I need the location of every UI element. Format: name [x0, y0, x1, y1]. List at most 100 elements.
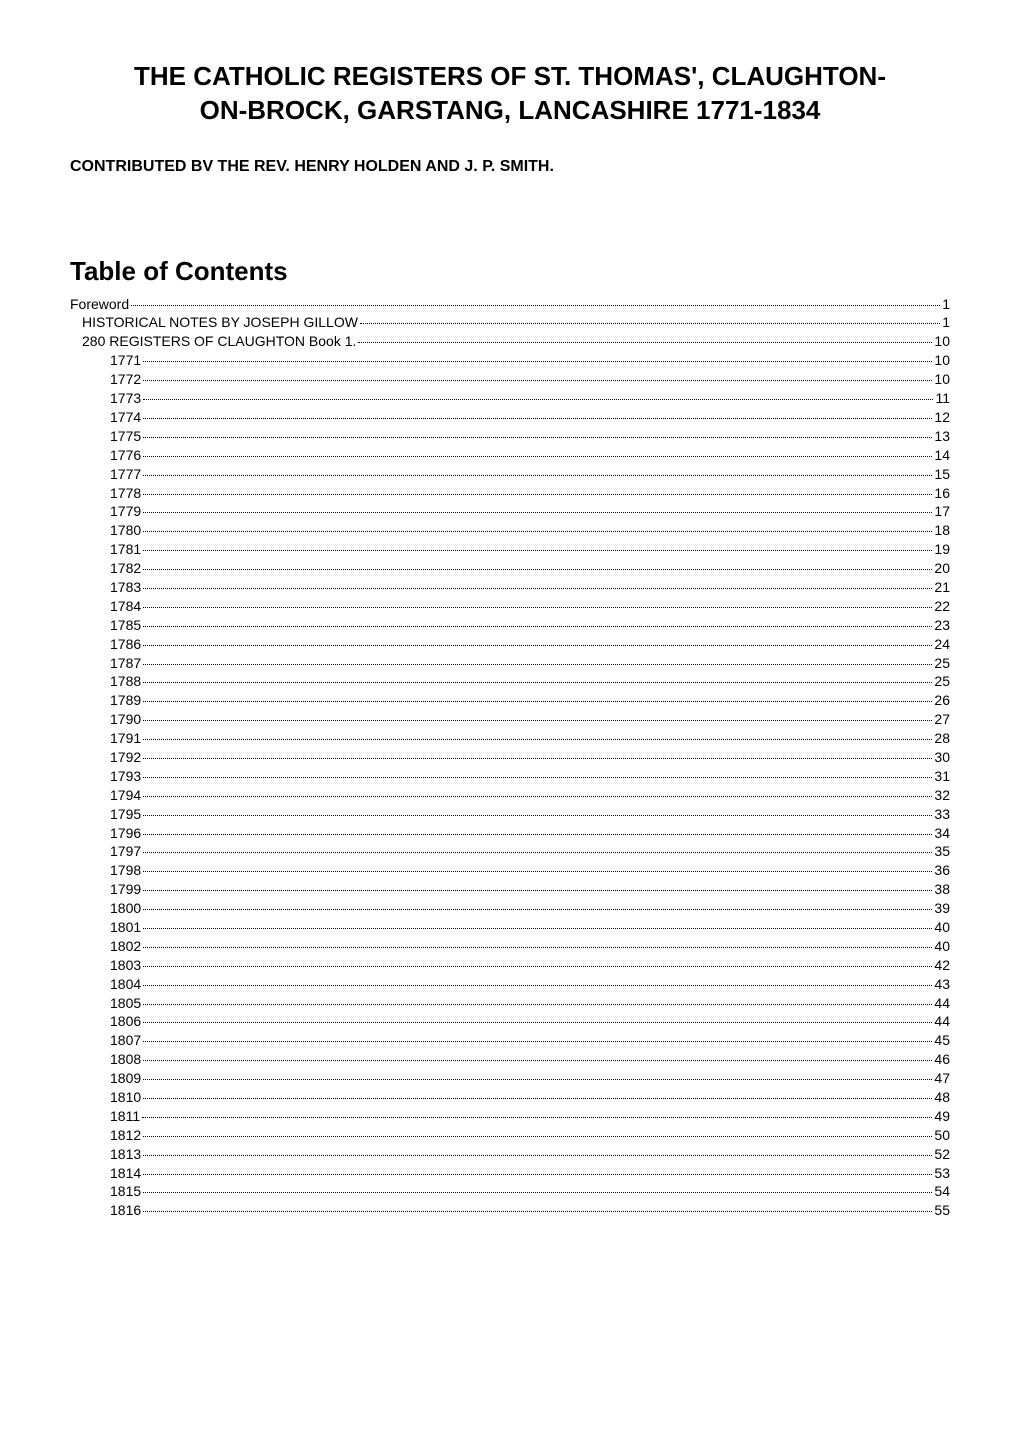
- toc-entry-page: 50: [934, 1126, 950, 1145]
- toc-entry-label: 1782: [110, 559, 141, 578]
- toc-dot-leader: [143, 871, 932, 872]
- toc-entry: 1786 24: [110, 635, 950, 654]
- toc-entry-label: 1797: [110, 842, 141, 861]
- toc-entry-page: 45: [934, 1031, 950, 1050]
- title-line-1: THE CATHOLIC REGISTERS OF ST. THOMAS', C…: [134, 61, 886, 91]
- toc-entry-label: 1777: [110, 465, 141, 484]
- toc-entry-label: 1783: [110, 578, 141, 597]
- toc-entry-label: 1785: [110, 616, 141, 635]
- toc-entry: 178422: [110, 597, 950, 616]
- toc-entry: 1776 14: [110, 446, 950, 465]
- toc-entry-page: 52: [934, 1145, 950, 1164]
- toc-dot-leader: [143, 1004, 932, 1005]
- toc-entry-label: 1786: [110, 635, 141, 654]
- toc-entry: 1811 49: [110, 1107, 950, 1126]
- toc-entry: 1808 46: [110, 1050, 950, 1069]
- toc-entry-label: HISTORICAL NOTES BY JOSEPH GILLOW: [82, 313, 358, 332]
- toc-entry-label: 1809: [110, 1069, 141, 1088]
- toc-entry: 178220: [110, 559, 950, 578]
- toc-entry-label: 1791: [110, 729, 141, 748]
- toc-entry-label: 1780: [110, 521, 141, 540]
- toc-dot-leader: [358, 342, 932, 343]
- toc-entry: 1799 38: [110, 880, 950, 899]
- title-line-2: ON-BROCK, GARSTANG, LANCASHIRE 1771-1834: [200, 95, 821, 125]
- toc-entry: 1791 28: [110, 729, 950, 748]
- toc-entry: 1788 25: [110, 672, 950, 691]
- toc-entry-label: 1793: [110, 767, 141, 786]
- toc-entry: 1773 11: [110, 389, 950, 408]
- toc-entry: 1803 42: [110, 956, 950, 975]
- toc-dot-leader: [143, 1155, 932, 1156]
- toc-entry-page: 53: [934, 1164, 950, 1183]
- toc-heading: Table of Contents: [70, 256, 950, 287]
- toc-entry: 1796 34: [110, 824, 950, 843]
- toc-entry-label: 1787: [110, 654, 141, 673]
- toc-dot-leader: [143, 739, 932, 740]
- toc-dot-leader: [143, 380, 932, 381]
- toc-dot-leader: [143, 361, 932, 362]
- toc-entry-page: 17: [934, 502, 950, 521]
- toc-entry-label: 1802: [110, 937, 141, 956]
- toc-entry-label: 1779: [110, 502, 141, 521]
- toc-entry: 1812 50: [110, 1126, 950, 1145]
- toc-entry-page: 24: [934, 635, 950, 654]
- toc-dot-leader: [143, 626, 932, 627]
- toc-entry-page: 15: [934, 465, 950, 484]
- toc-entry: 1809 47: [110, 1069, 950, 1088]
- toc-entry-page: 1: [942, 313, 950, 332]
- toc-entry: 1814 53: [110, 1164, 950, 1183]
- toc-entry-page: 12: [934, 408, 950, 427]
- toc-entry-label: 1799: [110, 880, 141, 899]
- toc-entry: HISTORICAL NOTES BY JOSEPH GILLOW 1: [82, 313, 950, 332]
- toc-dot-leader: [143, 1136, 932, 1137]
- toc-entry-page: 33: [934, 805, 950, 824]
- toc-entry: 1779 17: [110, 502, 950, 521]
- toc-entry-label: 1808: [110, 1050, 141, 1069]
- toc-entry-label: 1775: [110, 427, 141, 446]
- toc-dot-leader: [143, 947, 932, 948]
- toc-entry-label: 1813: [110, 1145, 141, 1164]
- toc-entry-page: 39: [934, 899, 950, 918]
- toc-dot-leader: [143, 815, 932, 816]
- toc-entry-page: 47: [934, 1069, 950, 1088]
- toc-entry: 1793 31: [110, 767, 950, 786]
- toc-entry-page: 10: [934, 332, 950, 351]
- toc-entry-page: 54: [934, 1182, 950, 1201]
- toc-entry: 1807 45: [110, 1031, 950, 1050]
- toc-dot-leader: [143, 399, 933, 400]
- toc-dot-leader: [143, 531, 932, 532]
- toc-entry: 1802 40: [110, 937, 950, 956]
- toc-entry-label: 1771: [110, 351, 141, 370]
- toc-entry-page: 25: [934, 672, 950, 691]
- toc-entry: 1775 13: [110, 427, 950, 446]
- toc-dot-leader: [143, 1022, 932, 1023]
- toc-entry-label: 1803: [110, 956, 141, 975]
- toc-dot-leader: [143, 852, 932, 853]
- toc-entry: 1792 30: [110, 748, 950, 767]
- toc-dot-leader: [143, 909, 932, 910]
- toc-entry: 1800 39: [110, 899, 950, 918]
- toc-entry: 1780 18: [110, 521, 950, 540]
- toc-dot-leader: [142, 1117, 932, 1118]
- toc-entry: 181554: [110, 1182, 950, 1201]
- toc-entry-page: 10: [934, 370, 950, 389]
- toc-entry-page: 25: [934, 654, 950, 673]
- toc-dot-leader: [143, 1211, 932, 1212]
- toc-entry-page: 40: [934, 918, 950, 937]
- toc-entry-label: 1772: [110, 370, 141, 389]
- toc-entry-label: 1778: [110, 484, 141, 503]
- toc-dot-leader: [143, 588, 932, 589]
- toc-entry: 1813 52: [110, 1145, 950, 1164]
- toc-dot-leader: [143, 890, 932, 891]
- toc-entry-page: 10: [934, 351, 950, 370]
- toc-dot-leader: [143, 758, 932, 759]
- toc-entry-page: 27: [934, 710, 950, 729]
- toc-dot-leader: [143, 701, 932, 702]
- toc-entry-page: 30: [934, 748, 950, 767]
- document-subtitle: CONTRIBUTED BV THE REV. HENRY HOLDEN AND…: [70, 158, 950, 176]
- toc-dot-leader: [143, 418, 932, 419]
- toc-entry: 1787 25: [110, 654, 950, 673]
- toc-entry-page: 28: [934, 729, 950, 748]
- toc-dot-leader: [360, 323, 940, 324]
- toc-entry-page: 1: [942, 295, 950, 314]
